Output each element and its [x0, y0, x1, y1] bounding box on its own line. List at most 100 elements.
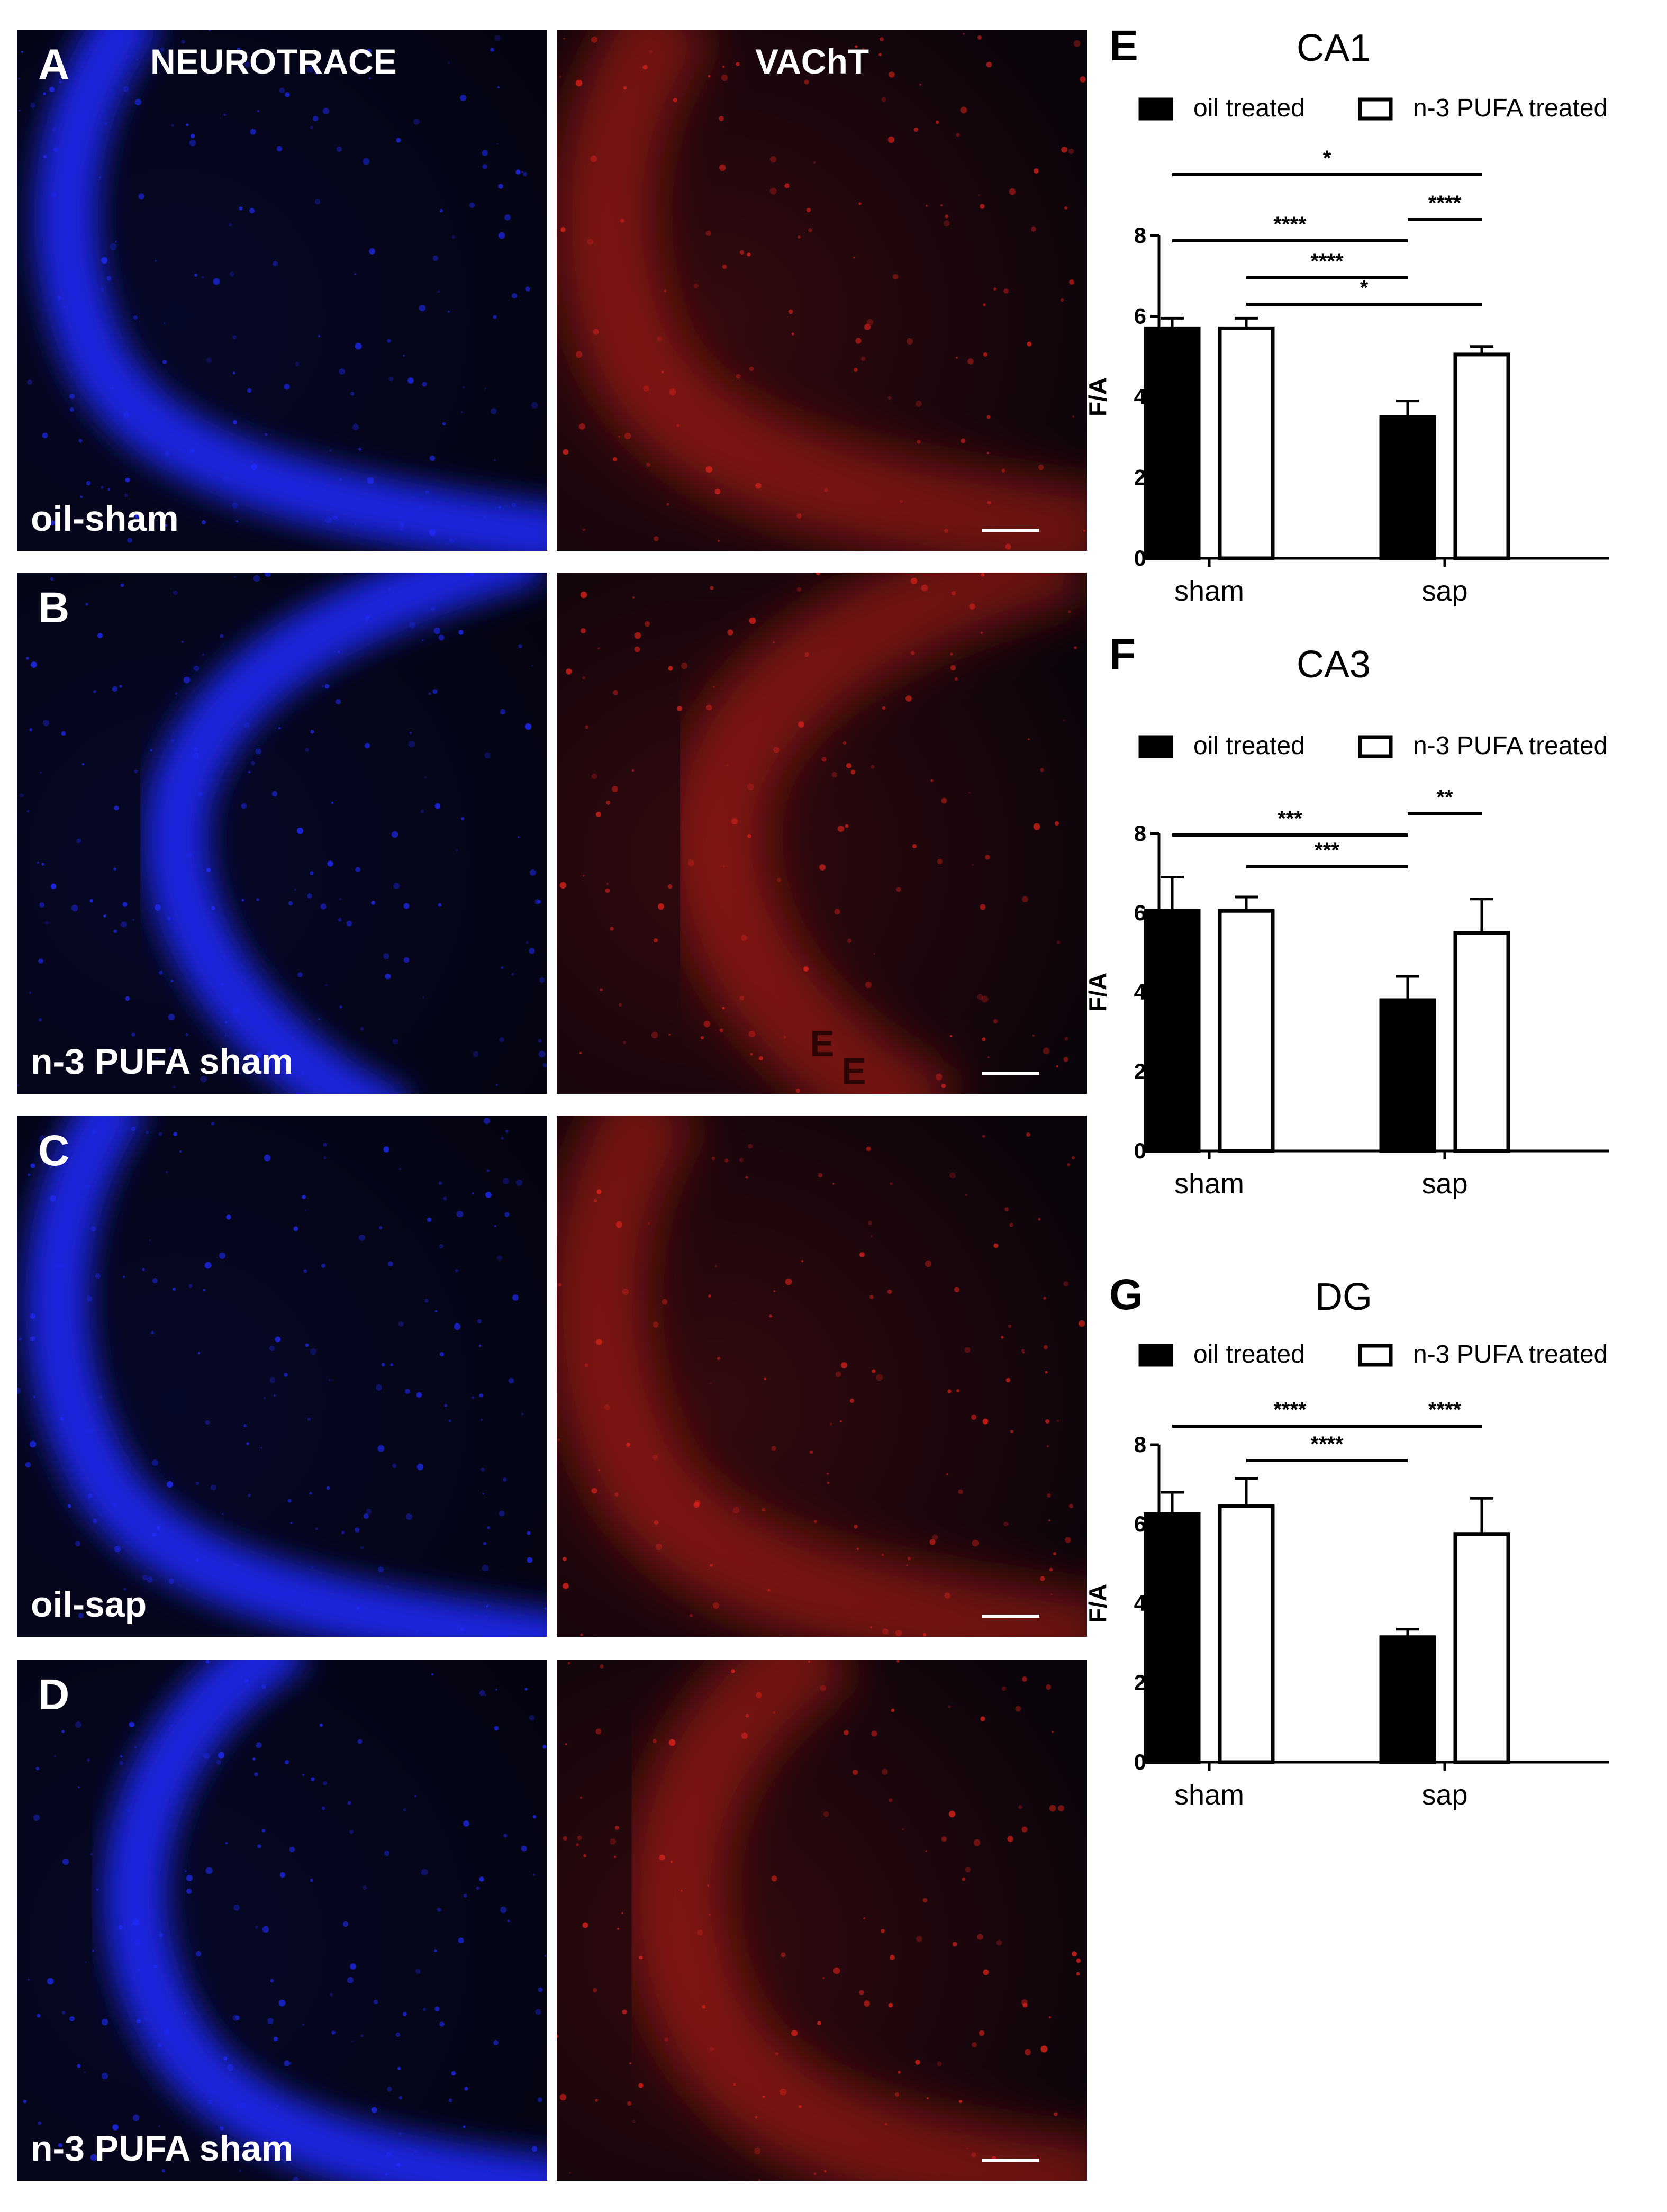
legend-swatch-pufa — [1358, 735, 1393, 758]
significance-label: **** — [1310, 1433, 1344, 1456]
y-tick-label: 2 — [1134, 1670, 1146, 1695]
y-tick-label: 0 — [1134, 546, 1146, 570]
y-tick-label: 2 — [1134, 1059, 1146, 1084]
legend-swatch-oil — [1138, 1344, 1173, 1367]
stray-letter-e: E — [810, 1023, 835, 1064]
neurotrace-column-title: NEUROTRACE — [150, 42, 397, 81]
vacht-panel-c — [557, 1116, 1087, 1637]
y-tick-label: 0 — [1134, 1749, 1146, 1774]
scale-bar — [982, 2159, 1039, 2162]
legend-swatch-pufa — [1358, 1344, 1393, 1367]
vacht-panel-a: VAChT — [557, 30, 1087, 551]
bar-pufa-sham — [1218, 909, 1275, 1153]
legend-label-oil: oil treated — [1193, 94, 1305, 122]
legend-label-oil: oil treated — [1193, 732, 1305, 760]
condition-label: oil-sham — [31, 498, 179, 539]
bar-pufa-sap — [1453, 1532, 1510, 1764]
neurotrace-image — [17, 30, 547, 551]
x-tick-label: sham — [1174, 1779, 1244, 1811]
condition-label: n-3 PUFA sham — [31, 2128, 294, 2169]
scale-bar — [982, 1072, 1039, 1075]
significance-label: *** — [1315, 839, 1339, 862]
chart-title-dg: DG — [1315, 1276, 1372, 1318]
chart-title-ca3: CA3 — [1297, 643, 1371, 686]
vacht-column-title: VAChT — [755, 42, 869, 81]
y-tick-label: 6 — [1134, 1511, 1146, 1536]
neurotrace-image — [17, 1660, 547, 2181]
vacht-image — [557, 1116, 1087, 1637]
scale-bar — [982, 529, 1039, 532]
bar-oil-sham — [1144, 1512, 1201, 1764]
significance-label: **** — [1273, 213, 1307, 236]
bar-oil-sap — [1379, 1635, 1436, 1764]
panel-letter-a: A — [38, 41, 70, 89]
y-tick-label: 8 — [1134, 821, 1146, 846]
chart-panel-e: E CA1 oil treated n-3 PUFA treated 0 2 4 6 8 F/… — [1080, 21, 1662, 646]
legend-label-pufa: n-3 PUFA treated — [1413, 94, 1608, 122]
x-tick-label: sap — [1421, 575, 1467, 607]
y-tick-label: 6 — [1134, 900, 1146, 925]
x-tick-label: sap — [1421, 1779, 1467, 1811]
x-tick-label: sham — [1174, 1168, 1244, 1200]
bar-pufa-sham — [1218, 1504, 1275, 1764]
condition-label: oil-sap — [31, 1584, 147, 1625]
significance-label: **** — [1273, 1398, 1307, 1421]
vacht-image — [557, 573, 1087, 1094]
panel-letter-e: E — [1109, 22, 1138, 70]
chart-panel-g: G DG oil treated n-3 PUFA treated 0 2 4 6 8 F/A… — [1080, 1270, 1662, 1894]
y-tick-label: 2 — [1134, 465, 1146, 490]
significance-label: ** — [1436, 786, 1453, 809]
significance-label: **** — [1428, 1398, 1462, 1421]
neurotrace-image — [17, 573, 547, 1094]
chart-panel-f: F CA3 oil treated n-3 PUFA treated 0 2 4 6 8 F/… — [1080, 630, 1662, 1254]
x-tick-label: sham — [1174, 575, 1244, 607]
bar-pufa-sap — [1453, 352, 1510, 560]
y-tick-label: 6 — [1134, 304, 1146, 329]
bar-oil-sham — [1144, 909, 1201, 1153]
panel-letter-f: F — [1109, 630, 1136, 678]
legend-label-oil: oil treated — [1193, 1340, 1305, 1368]
legend-swatch-oil — [1138, 735, 1173, 758]
x-tick-label: sap — [1421, 1168, 1467, 1200]
significance-label: * — [1360, 276, 1369, 300]
panel-letter-g: G — [1109, 1271, 1143, 1319]
legend-label-pufa: n-3 PUFA treated — [1413, 1340, 1608, 1368]
y-axis-label: F/A — [1084, 1584, 1111, 1623]
significance-label: **** — [1310, 250, 1344, 273]
vacht-image — [557, 1660, 1087, 2181]
legend-label-pufa: n-3 PUFA treated — [1413, 732, 1608, 760]
bar-pufa-sap — [1453, 931, 1510, 1153]
condition-label: n-3 PUFA sham — [31, 1041, 294, 1082]
vacht-panel-d — [557, 1660, 1087, 2181]
bar-pufa-sham — [1218, 326, 1275, 560]
panel-letter-b: B — [38, 584, 70, 632]
panel-letter-d: D — [38, 1671, 70, 1719]
stray-letter-e: E — [841, 1050, 866, 1092]
scale-bar — [982, 1615, 1039, 1618]
y-tick-label: 8 — [1134, 223, 1146, 248]
y-tick-label: 0 — [1134, 1138, 1146, 1163]
chart-title-ca1: CA1 — [1297, 27, 1371, 69]
legend-swatch-pufa — [1358, 97, 1393, 121]
significance-label: **** — [1428, 192, 1462, 215]
panel-letter-c: C — [38, 1127, 70, 1175]
bar-oil-sham — [1144, 326, 1201, 560]
y-tick-label: 8 — [1134, 1432, 1146, 1457]
significance-label: *** — [1278, 807, 1302, 830]
bar-oil-sap — [1379, 415, 1436, 560]
vacht-image — [557, 30, 1087, 551]
y-axis-label: F/A — [1084, 377, 1111, 416]
neurotrace-image — [17, 1116, 547, 1637]
y-axis-label: F/A — [1084, 973, 1111, 1012]
legend-swatch-oil — [1138, 97, 1173, 121]
significance-label: * — [1323, 147, 1331, 170]
bar-oil-sap — [1379, 998, 1436, 1153]
